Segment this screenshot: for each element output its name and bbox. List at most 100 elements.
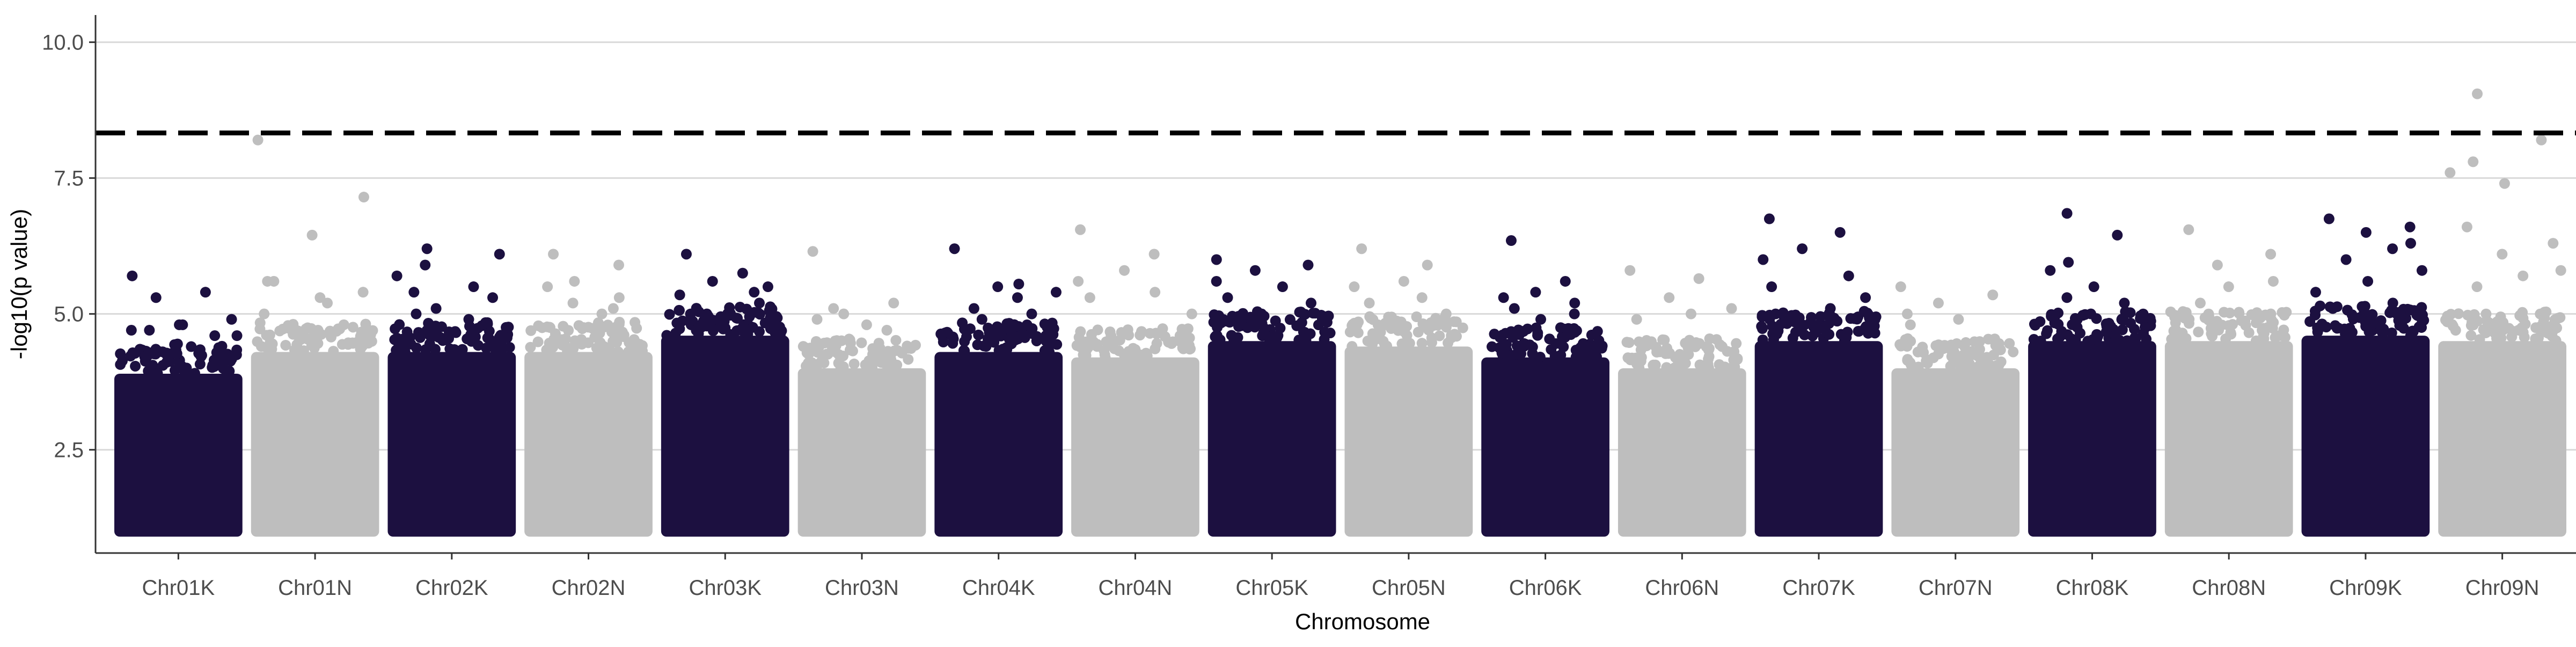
data-point [1044, 346, 1055, 358]
y-tick-label: 5.0 [54, 303, 84, 326]
point-cloud-Chr01N [251, 352, 379, 537]
data-point [2066, 333, 2077, 344]
data-point [2309, 306, 2321, 317]
peak-point [608, 303, 619, 314]
data-point [130, 360, 141, 372]
data-point [2465, 330, 2477, 341]
data-point [1960, 337, 1972, 348]
peak-point [976, 314, 987, 325]
data-point [1805, 316, 1817, 328]
data-point [1502, 351, 1513, 362]
data-points [114, 88, 2566, 537]
data-point [1211, 331, 1223, 343]
data-point [765, 312, 776, 324]
peak-point [314, 292, 326, 303]
data-point [1135, 330, 1146, 341]
data-point [1105, 334, 1116, 345]
peak-point [807, 246, 818, 257]
data-point [352, 337, 363, 348]
data-point [2184, 314, 2195, 325]
data-point [696, 322, 707, 333]
peak-point [1440, 308, 1452, 319]
peak-point [1569, 308, 1580, 319]
data-point [1969, 336, 1980, 347]
point-cloud-Chr05K [1208, 341, 1336, 537]
peak-point [2119, 297, 2130, 309]
data-point [720, 322, 731, 333]
data-point [2227, 319, 2238, 330]
peak-point [144, 325, 155, 336]
data-point [634, 339, 645, 350]
data-point [1799, 329, 1810, 340]
peak-point [1766, 281, 1777, 293]
data-point [1367, 314, 1379, 325]
data-point [1930, 340, 1942, 351]
data-point [2331, 301, 2343, 312]
data-point [189, 368, 200, 379]
data-point [224, 366, 235, 377]
data-point [731, 325, 743, 336]
data-point [707, 325, 719, 337]
data-point [591, 343, 602, 354]
peak-point [613, 259, 624, 271]
data-point [2141, 333, 2152, 345]
data-point [1451, 316, 1462, 328]
data-point [1522, 323, 1533, 335]
point-cloud-Chr04N [1071, 357, 1199, 537]
data-point [1894, 339, 1906, 350]
data-point [484, 333, 495, 345]
peak-point [2265, 308, 2277, 319]
peak-point [200, 287, 211, 298]
tick-labels: 2.5 5.0 7.5 10.0 Chr01K Chr01N Chr02K Chr02N Chr… [42, 31, 2539, 600]
peak-point [430, 303, 442, 314]
data-point [1824, 329, 1835, 340]
data-point [1787, 332, 1798, 344]
data-point [1121, 348, 1132, 359]
peak-point [1211, 254, 1222, 265]
data-point [1383, 311, 1394, 323]
peak-point [548, 249, 559, 260]
peak-point [2404, 221, 2416, 232]
peak-point [231, 330, 243, 341]
data-point [2234, 307, 2245, 318]
peak-point [2183, 224, 2194, 235]
data-point [453, 345, 465, 357]
data-point [1411, 311, 1422, 323]
data-point [2004, 338, 2015, 349]
peak-point [2045, 265, 2056, 276]
peak-point [2445, 167, 2456, 178]
data-point [2412, 310, 2423, 321]
data-point [2243, 327, 2255, 338]
y-tick-label: 2.5 [54, 439, 84, 462]
data-point [1635, 344, 1646, 355]
data-point [2491, 333, 2502, 344]
data-point [231, 344, 243, 355]
data-point [148, 348, 159, 360]
data-point [1531, 322, 1542, 333]
data-point [1017, 329, 1028, 340]
data-point [277, 323, 289, 335]
data-point [544, 322, 555, 333]
data-point [612, 346, 624, 358]
data-point [2342, 304, 2353, 316]
peak-point [1933, 297, 1944, 309]
data-point [563, 325, 574, 336]
data-point [1815, 311, 1826, 322]
peak-point [1416, 292, 1428, 303]
peak-point [828, 303, 839, 314]
peak-point [1222, 292, 1233, 303]
x-tick-label: Chr07N [1919, 576, 1993, 600]
data-point [998, 344, 1009, 355]
peak-point [1012, 292, 1023, 303]
data-point [324, 327, 335, 338]
data-point [1870, 311, 1882, 323]
data-point [1307, 308, 1319, 319]
data-point [1703, 362, 1714, 373]
data-point [1319, 326, 1330, 338]
data-point [800, 342, 811, 353]
data-point [1975, 358, 1986, 369]
data-point [948, 333, 959, 345]
x-tick-label: Chr02N [552, 576, 626, 600]
data-point [1853, 325, 1864, 337]
